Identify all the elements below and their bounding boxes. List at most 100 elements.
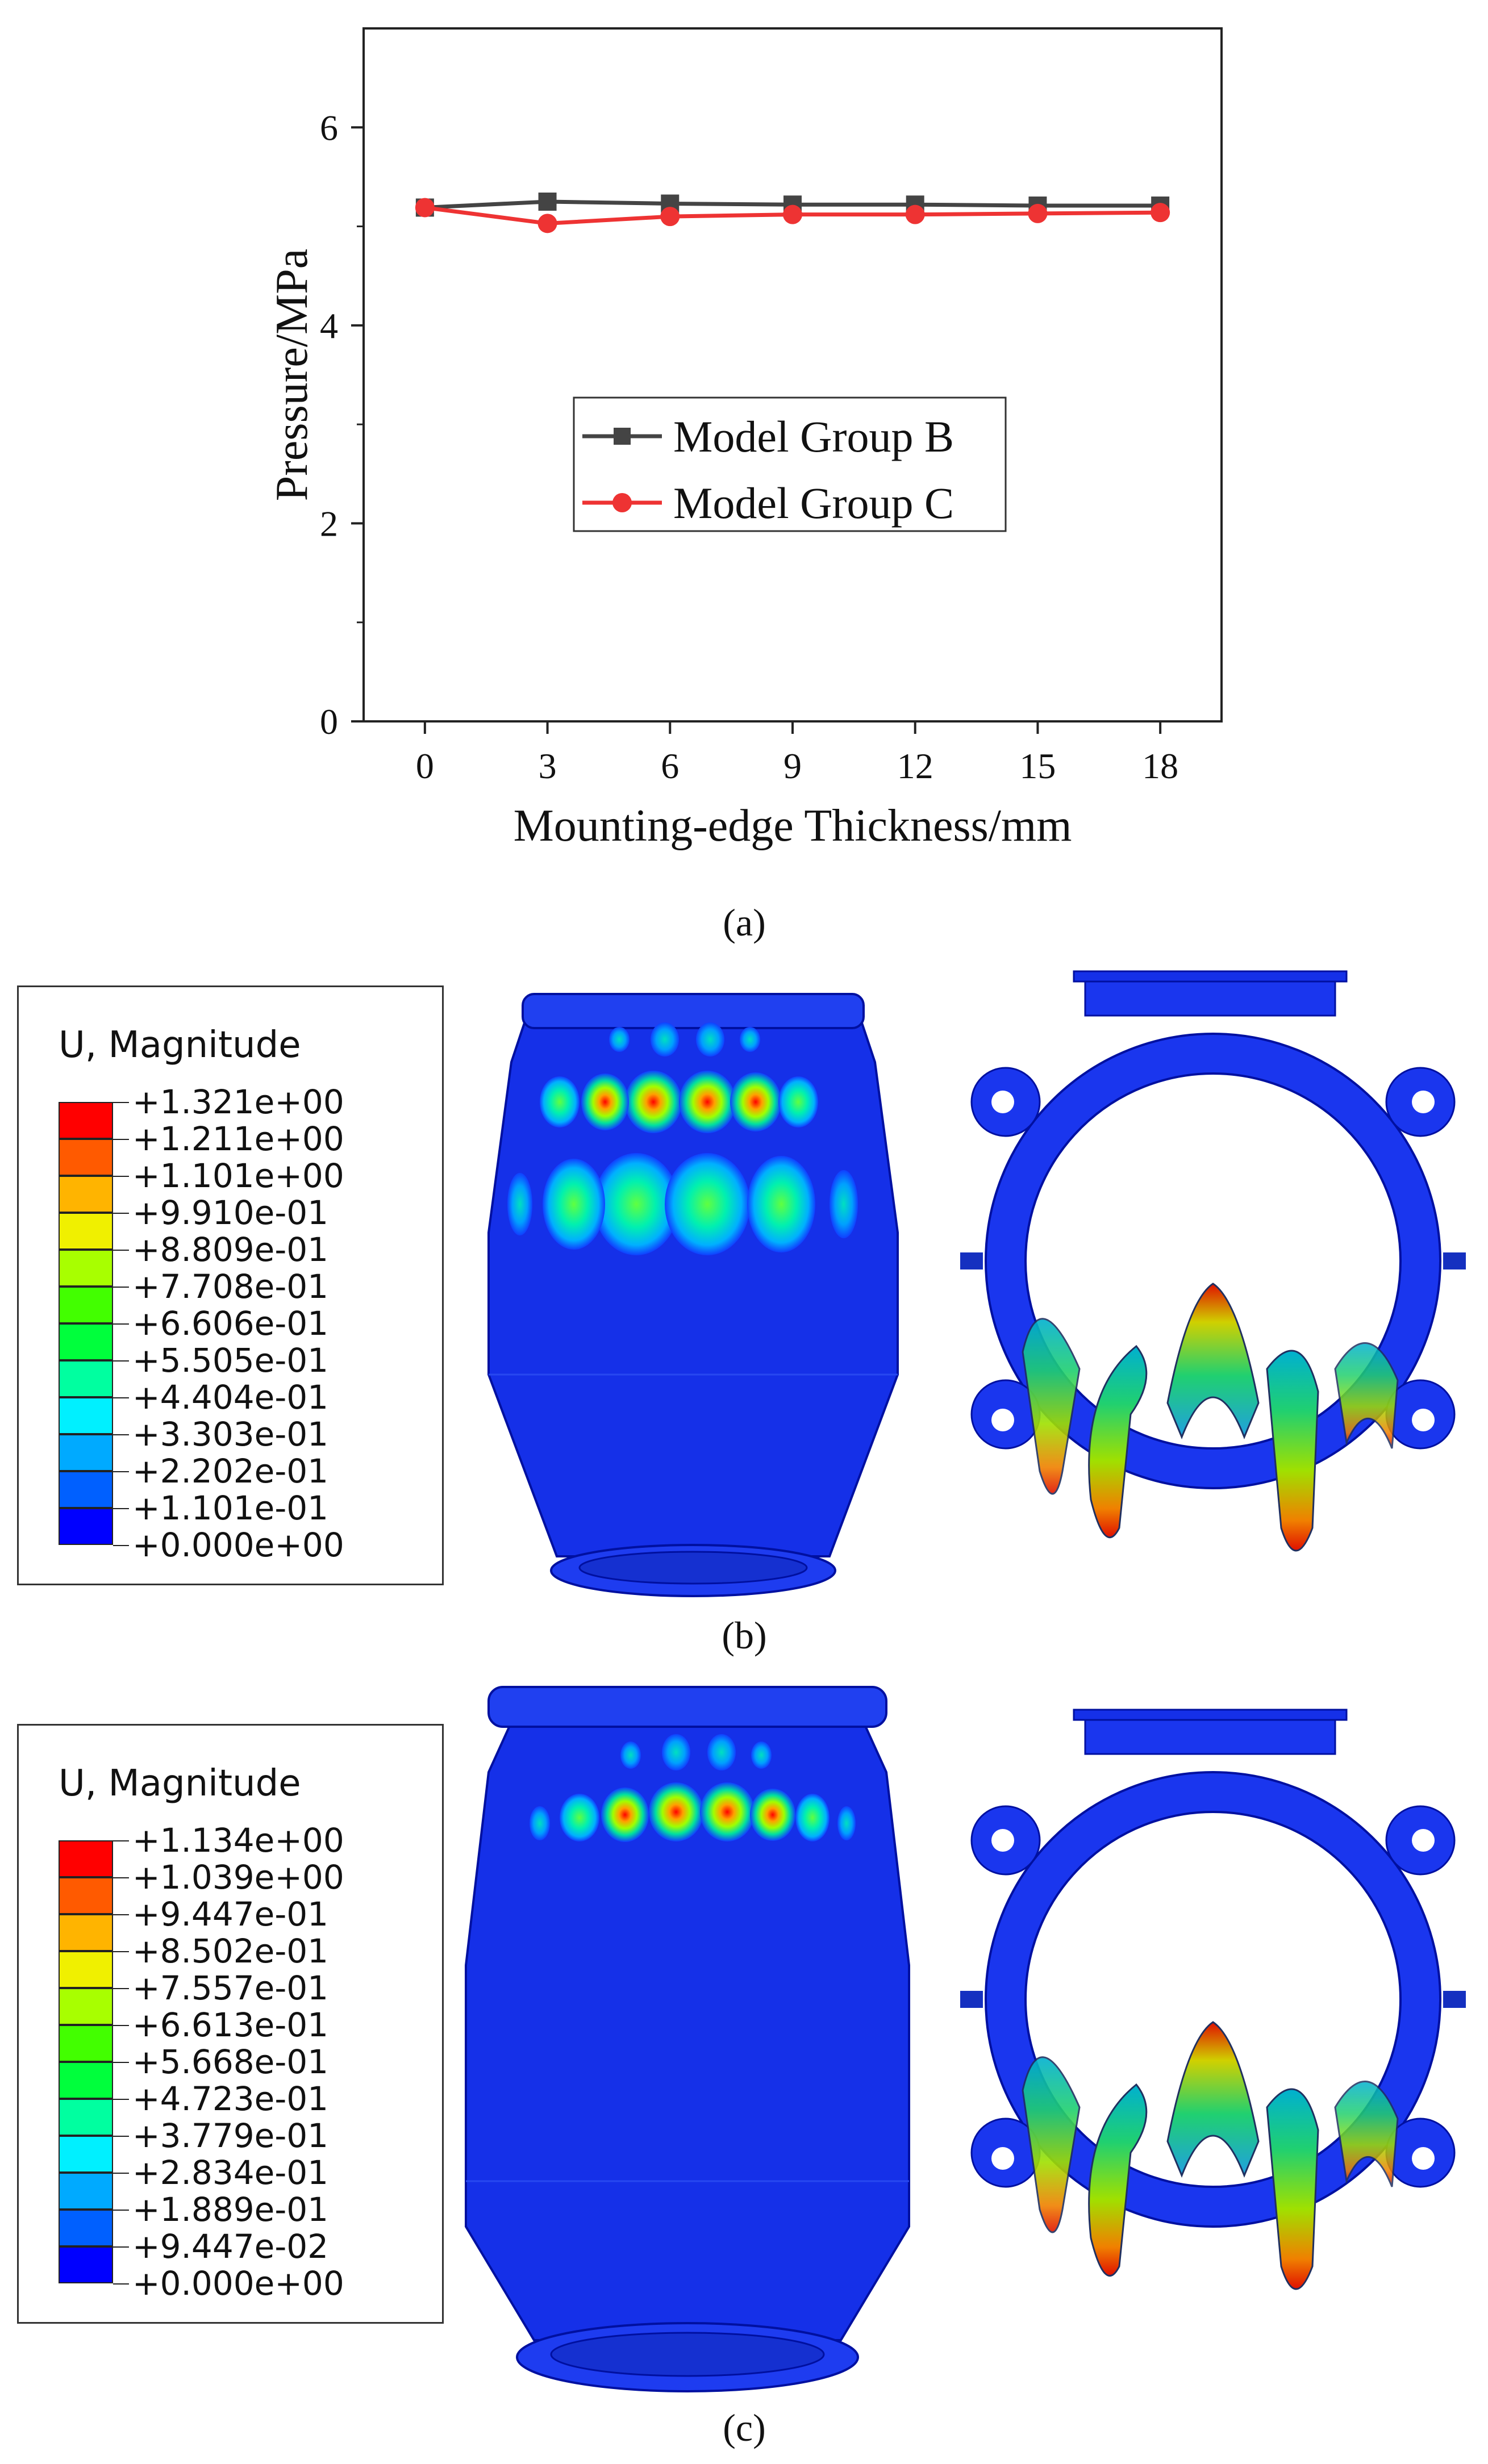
panel-b-legend-tick [113,1250,129,1251]
panel-b-legend-value: +8.809e-01 [132,1230,329,1269]
panel-c-legend-tick [113,2210,129,2211]
panel-c-legend-tick [113,2099,129,2100]
panel-b-legend-tick [113,1176,129,1177]
panel-c-color-swatch [59,1840,113,1877]
deformation-model-b-ring [960,970,1466,1552]
panel-c-legend-tick [113,2136,129,2137]
data-point-c [415,198,435,218]
legend-label-b: Model Group B [673,412,954,461]
panel-c-legend-value: +6.613e-01 [132,2006,329,2044]
panel-b-legend-value: +1.101e+00 [132,1156,344,1195]
data-point-b [538,193,557,211]
x-tick-label: 6 [661,746,679,786]
panel-c-legend-value: +8.502e-01 [132,1932,329,1970]
x-tick-label: 0 [416,746,434,786]
data-point-c [783,204,802,224]
panel-c-legend-tick [113,1840,129,1841]
legend-label-c: Model Group C [673,478,954,528]
plot-frame [362,27,1223,723]
panel-c-legend-value: +3.779e-01 [132,2116,329,2155]
panel-b-color-swatch [59,1397,113,1434]
contour-legend-c: U, Magnitude +1.134e+00 +1.039e+00 +9.447e… [17,1724,444,2324]
panel-c-color-swatch [59,1951,113,1988]
data-point-c [537,214,557,233]
panel-c-legend-tick [113,1877,129,1878]
panel-c-color-swatch [59,2136,113,2173]
panel-c-legend-value: +1.039e+00 [132,1858,344,1897]
panel-c-legend-value: +4.723e-01 [132,2079,329,2118]
y-tick-label: 2 [320,503,338,544]
x-axis-label: Mounting-edge Thickness/mm [514,801,1072,851]
x-tick-label: 12 [897,746,933,786]
panel-c-legend-value: +1.134e+00 [132,1821,344,1860]
panel-b-legend-tick [113,1397,129,1398]
y-axis-label: Pressure/MPa [267,249,317,501]
panel-b-legend-tick [113,1545,129,1546]
panel-c-legend-value: +9.447e-02 [132,2227,329,2266]
panel-b-color-swatch [59,1139,113,1176]
panel-c-legend-value: +0.000e+00 [132,2264,344,2303]
y-tick-label: 6 [320,107,338,148]
caption-c: (c) [723,2406,766,2449]
panel-b-color-swatch [59,1471,113,1508]
x-tick-label: 9 [783,746,802,786]
panel-b-legend-tick [113,1139,129,1140]
panel-b-legend-value: +3.303e-01 [132,1415,329,1454]
panel-b-legend-value: +7.708e-01 [132,1267,329,1306]
panel-b-legend-value: +2.202e-01 [132,1452,329,1490]
pressure-chart: 0 3 6 9 12 15 18 0 2 4 6 Mounting-edge Thickness/m… [267,27,1223,851]
panel-c-color-swatch [59,2210,113,2246]
panel-c-color-swatch [59,2173,113,2210]
panel-c-legend-tick [113,2283,129,2285]
panel-c-legend-value: +9.447e-01 [132,1895,329,1933]
panel-c-color-swatch [59,1988,113,2025]
data-point-c [1028,203,1048,223]
panel-c-color-swatch [59,2099,113,2136]
panel-b-legend-tick [113,1471,129,1472]
panel-c-legend-tick [113,2246,129,2248]
panel-b-legend-value: +4.404e-01 [132,1378,329,1417]
contour-legend-b: U, Magnitude +1.321e+00 +1.211e+00 +1.101e… [17,985,444,1585]
panel-b-legend-tick [113,1508,129,1509]
panel-c-legend-tick [113,1914,129,1915]
panel-b-color-swatch [59,1176,113,1213]
caption-a: (a) [723,901,766,944]
panel-b-legend-value: +1.101e-01 [132,1489,329,1527]
panel-c-color-swatch [59,2246,113,2283]
panel-c-legend-value: +5.668e-01 [132,2043,329,2081]
panel-c-legend-value: +7.557e-01 [132,1969,329,2007]
panel-b-color-swatch [59,1323,113,1360]
legend-marker-b [614,428,631,445]
panel-b-legend-value: +5.505e-01 [132,1341,329,1380]
panel-c-color-swatch [59,2062,113,2099]
panel-c-legend-tick [113,2173,129,2174]
data-point-c [660,207,680,227]
panel-c-legend-value: +2.834e-01 [132,2153,329,2192]
panel-b-legend-tick [113,1287,129,1288]
panel-b-color-swatch [59,1102,113,1139]
panel-c-legend-value: +1.889e-01 [132,2190,329,2229]
chart-legend [573,396,1007,532]
legend-title-c: U, Magnitude [59,1763,301,1805]
panel-c-color-swatch [59,1914,113,1951]
data-point-c [1151,203,1170,223]
legend-marker-c [612,493,632,512]
panel-c-legend-tick [113,1988,129,1989]
x-tick-label: 15 [1019,746,1056,786]
panel-c-legend-tick [113,1951,129,1952]
panel-b-color-swatch [59,1508,113,1545]
caption-b: (b) [722,1614,767,1657]
deformation-model-c-side [465,1686,910,2392]
panel-b-legend-value: +9.910e-01 [132,1193,329,1232]
panel-b-legend-value: +6.606e-01 [132,1304,329,1343]
panel-b-color-swatch [59,1287,113,1323]
data-point-c [905,204,925,224]
deformation-model-c-ring [960,1709,1466,2290]
x-tick-label: 3 [539,746,557,786]
panel-b-color-swatch [59,1434,113,1471]
panel-c-legend-tick [113,2025,129,2026]
panel-c-color-swatch [59,2025,113,2062]
panel-b-legend-tick [113,1323,129,1325]
y-tick-label: 4 [320,306,338,346]
panel-b-legend-tick [113,1102,129,1103]
